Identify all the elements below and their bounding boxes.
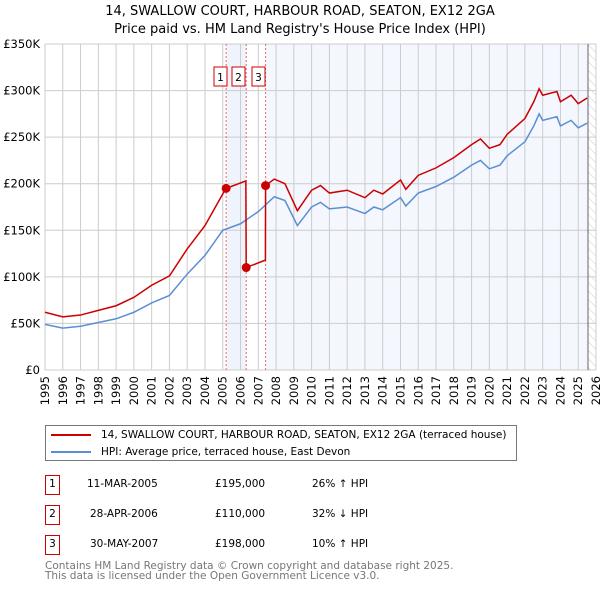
- x-tick-label: 2015: [393, 376, 407, 405]
- sale-price: £198,000: [215, 538, 266, 550]
- y-tick-label: £100K: [3, 270, 40, 284]
- x-tick-label: 2004: [198, 376, 212, 405]
- sale-date: 30-MAY-2007: [90, 538, 159, 550]
- x-tick-label: 2022: [518, 376, 532, 405]
- x-tick-label: 2002: [162, 376, 176, 405]
- title-line: 14, SWALLOW COURT, HARBOUR ROAD, SEATON,…: [105, 4, 495, 19]
- x-tick-label: 2001: [145, 376, 159, 405]
- y-tick-label: £150K: [3, 223, 40, 237]
- sale-row: 1 11-MAR-2005 £195,000 26% ↑ HPI: [45, 475, 545, 495]
- x-tick-label: 2011: [322, 376, 336, 405]
- x-tick-label: 2003: [180, 376, 194, 405]
- sale-hpi: 10% ↑ HPI: [312, 538, 369, 550]
- y-tick-label: £250K: [3, 130, 40, 144]
- property-line: [44, 86, 588, 318]
- sale-price: £195,000: [215, 478, 266, 490]
- chart-title: 14, SWALLOW COURT, HARBOUR ROAD, SEATON,…: [0, 3, 600, 39]
- sale-label-box: [213, 66, 228, 87]
- sale-date: 28-APR-2006: [90, 508, 158, 520]
- x-tick-label: 2023: [536, 376, 550, 405]
- legend-swatch-blue: [51, 451, 91, 453]
- x-tick-label: 2019: [465, 376, 479, 405]
- x-tick-label: 1997: [74, 376, 88, 405]
- x-tick-label: 2010: [305, 376, 319, 405]
- y-tick-label: £0: [25, 363, 40, 377]
- x-tick-label: 1999: [109, 376, 123, 405]
- sale-point: [241, 263, 251, 273]
- x-tick-label: 2008: [269, 376, 283, 405]
- sale-label: 2: [235, 72, 242, 84]
- sale-label-box: [251, 66, 266, 87]
- sale-hpi: 32% ↓ HPI: [312, 508, 369, 520]
- legend-label: HPI: Average price, terraced house, East…: [101, 446, 351, 458]
- price-chart: 1995 1996 1997 1998 1999 2000 2001 2002 2003 2004…: [3, 37, 600, 405]
- sale-row: 3 30-MAY-2007 £198,000 10% ↑ HPI: [45, 535, 545, 555]
- legend-item-property: 14, SWALLOW COURT, HARBOUR ROAD, SEATON,…: [51, 427, 507, 443]
- x-tick-label: 1995: [38, 376, 52, 405]
- shaded-period: [265, 44, 589, 370]
- x-tick-label: 2007: [251, 376, 265, 405]
- x-tick-label: 2020: [482, 376, 496, 405]
- footer: Contains HM Land Registry data © Crown c…: [45, 560, 454, 582]
- x-tick-label: 1996: [56, 376, 70, 405]
- x-tick-label: 2018: [447, 376, 461, 405]
- sale-marker: 3: [45, 535, 60, 555]
- x-tick-label: 2012: [340, 376, 354, 405]
- x-tick-label: 2021: [500, 376, 514, 405]
- sale-label: 3: [255, 72, 262, 84]
- x-tick-label: 2016: [411, 376, 425, 405]
- y-tick-label: £50K: [11, 316, 41, 330]
- sale-row: 2 28-APR-2006 £110,000 32% ↓ HPI: [45, 505, 545, 525]
- sale-point: [221, 183, 231, 193]
- x-tick-label: 2017: [429, 376, 443, 405]
- sale-marker: 1: [45, 475, 60, 495]
- x-tick-label: 2006: [234, 376, 248, 405]
- legend-item-hpi: HPI: Average price, terraced house, East…: [51, 444, 350, 460]
- x-tick-label: 2026: [589, 376, 600, 405]
- x-tick-label: 2009: [287, 376, 301, 405]
- hpi-line: [44, 112, 588, 329]
- footer-line: This data is licensed under the Open Gov…: [45, 570, 380, 582]
- sale-label-box: [231, 66, 246, 87]
- x-tick-label: 2013: [358, 376, 372, 405]
- sale-date: 11-MAR-2005: [87, 478, 158, 490]
- forecast-hatch: [588, 44, 596, 370]
- y-tick-label: £200K: [3, 177, 40, 191]
- legend-swatch-red: [51, 434, 91, 436]
- legend-label: 14, SWALLOW COURT, HARBOUR ROAD, SEATON,…: [101, 429, 507, 441]
- sale-price: £110,000: [215, 508, 266, 520]
- shaded-period: [226, 44, 247, 370]
- y-tick-label: £350K: [3, 37, 40, 51]
- x-tick-label: 2025: [571, 376, 585, 405]
- x-tick-label: 2005: [216, 376, 230, 405]
- y-tick-label: £300K: [3, 84, 40, 98]
- sale-point: [261, 181, 271, 191]
- sale-marker: 2: [45, 505, 60, 525]
- sale-hpi: 26% ↑ HPI: [312, 478, 369, 490]
- x-tick-label: 1998: [91, 376, 105, 405]
- x-tick-label: 2024: [553, 376, 567, 405]
- x-tick-label: 2000: [127, 376, 141, 405]
- legend: 14, SWALLOW COURT, HARBOUR ROAD, SEATON,…: [45, 425, 517, 461]
- subtitle-line: Price paid vs. HM Land Registry's House …: [114, 22, 486, 37]
- sale-label: 1: [217, 72, 224, 84]
- footer-line: Contains HM Land Registry data © Crown c…: [45, 560, 454, 572]
- x-tick-label: 2014: [376, 376, 390, 405]
